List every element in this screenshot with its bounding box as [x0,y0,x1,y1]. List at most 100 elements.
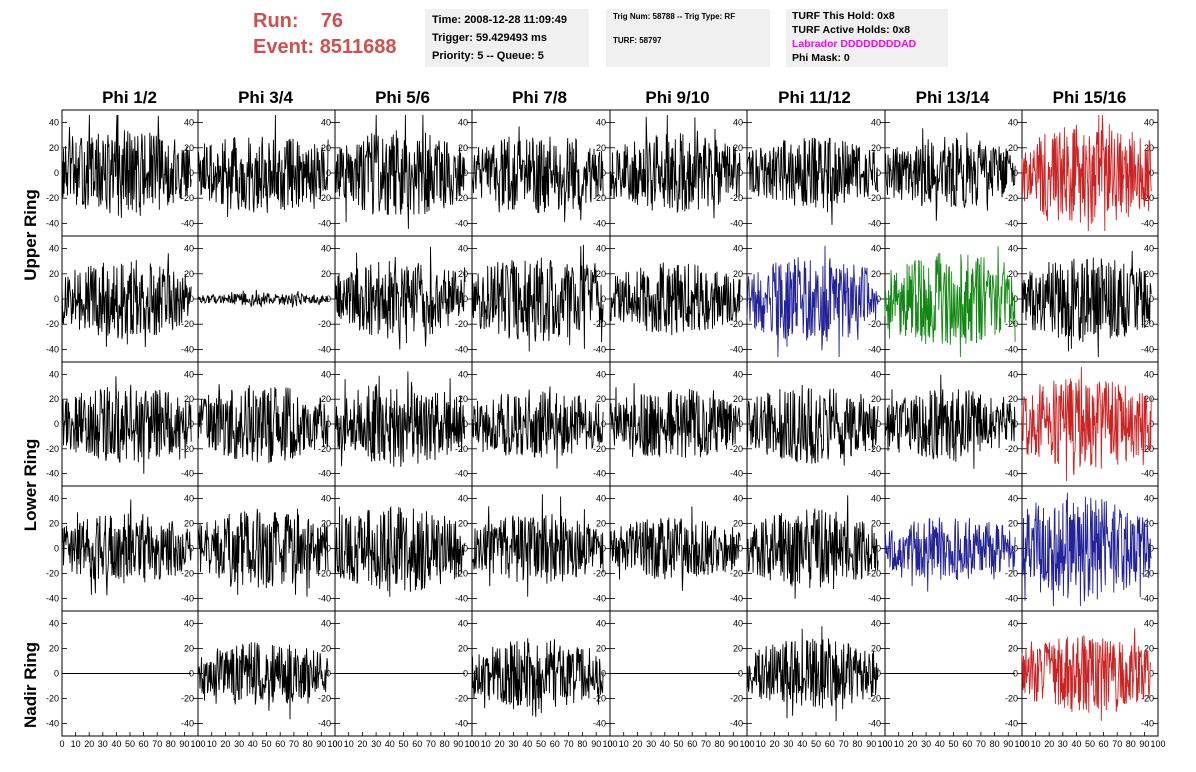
x-tick-label: 50 [125,739,135,749]
x-tick-label: 50 [1085,739,1095,749]
y-tick-label: -40 [868,469,881,479]
y-tick-label: 0 [1013,544,1018,554]
y-tick-label: 20 [871,394,881,404]
y-tick-label: 0 [738,669,743,679]
col-title-phi-7-8: Phi 7/8 [512,88,567,107]
x-tick-label: 90 [866,739,876,749]
y-tick-label: -20 [1141,694,1154,704]
x-tick-label: 20 [1044,739,1054,749]
phi-mask-text: Phi Mask: 0 [792,52,850,64]
y-tick-label: -40 [1005,469,1018,479]
y-tick-label: -20 [593,444,606,454]
y-tick-label: -40 [593,344,606,354]
waveform-trace [884,128,1016,221]
y-tick-label: 20 [321,143,331,153]
y-tick-label: 0 [326,544,331,554]
y-tick-label: -20 [730,569,743,579]
x-tick-label: 70 [839,739,849,749]
priority-text: Priority: 5 -- Queue: 5 [432,50,544,62]
y-tick-label: -20 [868,319,881,329]
y-tick-label: 20 [733,269,743,279]
y-tick-label-left: -40 [46,469,59,479]
y-tick-label: 20 [1008,644,1018,654]
x-tick-label: 10 [344,739,354,749]
y-tick-label: -40 [868,719,881,729]
x-tick-label: 30 [98,739,108,749]
x-tick-label: 20 [220,739,230,749]
y-tick-label: -20 [868,569,881,579]
panel-frame [1021,610,1159,737]
x-tick-label: 0 [607,739,612,749]
y-tick-label-left: 0 [54,294,59,304]
event-row: Event: 8511688 [253,34,396,60]
y-tick-label: -40 [318,719,331,729]
y-tick-label: 40 [596,494,606,504]
x-tick-label: 40 [385,739,395,749]
x-tick-label: 60 [550,739,560,749]
y-tick-label-left: -20 [46,444,59,454]
y-tick-label: -20 [455,319,468,329]
y-tick-label: -40 [730,344,743,354]
y-tick-label: 0 [876,544,881,554]
y-tick-label: 40 [733,494,743,504]
y-tick-label: 40 [596,118,606,128]
waveform-trace [334,505,466,597]
y-tick-label: -20 [730,193,743,203]
y-tick-label: -40 [181,469,194,479]
x-tick-label: 90 [453,739,463,749]
y-tick-label: 20 [1144,269,1154,279]
x-tick-label: 30 [371,739,381,749]
waveform-trace [746,384,879,466]
waveform-trace [1021,114,1152,232]
y-tick-label: -20 [1005,193,1018,203]
y-tick-label-left: -40 [46,344,59,354]
x-tick-label: 40 [248,739,258,749]
y-tick-label-left: -20 [46,193,59,203]
x-tick-label: 10 [619,739,629,749]
y-tick-label: -20 [1141,569,1154,579]
x-tick-label: 30 [234,739,244,749]
x-tick-label: 100 [1014,739,1029,749]
y-tick-label: 40 [458,619,468,629]
y-tick-label: -20 [593,569,606,579]
x-tick-label: 0 [744,739,749,749]
waveform-trace [334,114,466,229]
y-tick-label: 40 [184,369,194,379]
y-tick-label: -20 [318,193,331,203]
y-tick-label: 20 [458,269,468,279]
turf-text: TURF: 58797 [613,36,662,45]
x-tick-label: 80 [852,739,862,749]
y-tick-label: -40 [1141,218,1154,228]
y-tick-label: -40 [318,344,331,354]
y-tick-label: 20 [1144,394,1154,404]
x-tick-label: 20 [770,739,780,749]
waveform-trace [1021,366,1152,482]
y-tick-label-left: 40 [49,619,59,629]
y-tick-label: 0 [463,419,468,429]
waveform-trace [746,137,879,225]
y-tick-label: -40 [593,469,606,479]
x-tick-label: 90 [1139,739,1149,749]
y-tick-label: 20 [321,269,331,279]
x-tick-label: 50 [536,739,546,749]
y-tick-label: 20 [733,394,743,404]
y-tick-label-left: 20 [49,644,59,654]
y-tick-label: -40 [593,719,606,729]
y-tick-label: 0 [876,294,881,304]
y-tick-label: 40 [733,619,743,629]
y-tick-label: -40 [181,218,194,228]
y-tick-label: -40 [1005,218,1018,228]
y-tick-label: 20 [1008,269,1018,279]
y-tick-label: 40 [1144,619,1154,629]
waveform-trace [884,517,1016,592]
y-tick-label-left: -40 [46,218,59,228]
y-tick-label: -40 [455,218,468,228]
y-tick-label: 0 [463,544,468,554]
y-tick-label: 20 [596,394,606,404]
waveform-trace [609,262,741,336]
y-tick-label: 40 [184,619,194,629]
y-tick-label: 20 [321,519,331,529]
waveform-trace [609,383,741,458]
x-tick-label: 70 [152,739,162,749]
